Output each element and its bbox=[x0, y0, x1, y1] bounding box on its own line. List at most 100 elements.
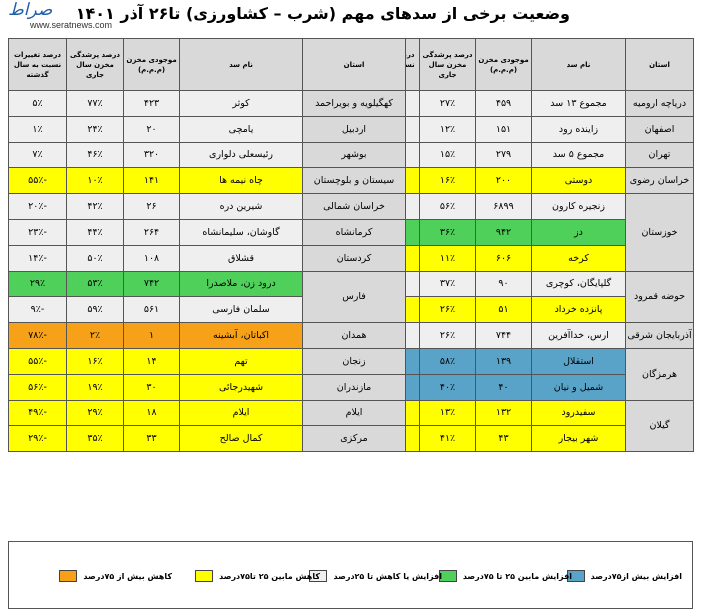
fill-percent-cell: ۱۹٪ bbox=[66, 373, 124, 401]
dam-name-cell: درود زن، ملاصدرا bbox=[179, 270, 303, 298]
dam-name-cell: ایلام bbox=[179, 399, 303, 427]
province-cell: بوشهر bbox=[302, 141, 406, 169]
col-province: استان bbox=[302, 38, 406, 91]
dam-name-cell: مجموع ۵ سد bbox=[531, 141, 626, 169]
dam-name-cell: کوثر bbox=[179, 90, 303, 117]
legend-swatch bbox=[59, 570, 78, 582]
col-fill-percent: درصد پرشدگی مخزن سال جاری bbox=[66, 38, 124, 91]
storage-cell: ۷۴۴ bbox=[475, 322, 532, 349]
dam-name-cell: شهیدرجائی bbox=[179, 373, 303, 401]
fill-percent-cell: ۱۰٪ bbox=[66, 167, 124, 195]
table-row: بوشهر رئیسعلی دلواری ۳۲۰ ۴۶٪ ۷٪ bbox=[8, 141, 406, 169]
storage-cell: ۷۴۲ bbox=[123, 270, 180, 298]
change-percent-cell: -۱۴٪ bbox=[8, 244, 67, 272]
fill-percent-cell: ۴۴٪ bbox=[66, 218, 124, 246]
storage-cell: ۲۶ bbox=[123, 193, 180, 220]
fill-percent-cell: ۵۳٪ bbox=[66, 270, 124, 298]
fill-percent-cell: ۵۹٪ bbox=[66, 296, 124, 324]
legend-item: کاهش مابین ۲۵ تا۷۵درصد bbox=[195, 570, 320, 582]
table-row: سیستان و بلوچستان چاه نیمه ها ۱۴۱ ۱۰٪ -۵۵٪ bbox=[8, 167, 406, 195]
legend-swatch bbox=[195, 570, 214, 582]
dam-name-cell: اکباتان، آبشینه bbox=[179, 322, 303, 349]
table-row: خراسان شمالی شیرین دره ۲۶ ۴۲٪ -۲۰٪ bbox=[8, 193, 406, 220]
storage-cell: ۳۰ bbox=[123, 373, 180, 401]
fill-percent-cell: ۲۷٪ bbox=[419, 90, 476, 117]
storage-cell: ۵۶۱ bbox=[123, 296, 180, 324]
legend-item: افزایش بیش از۷۵درصد bbox=[566, 570, 682, 582]
dam-name-cell: کرخه bbox=[531, 244, 626, 272]
table-row: کرمانشاه گاوشان، سلیمانشاه ۲۶۴ ۴۴٪ -۲۳٪ bbox=[8, 218, 406, 246]
province-cell: خراسان شمالی bbox=[302, 193, 406, 220]
table-row: کهگیلویه و بویراحمد کوثر ۴۲۳ ۷۷٪ ۵٪ bbox=[8, 90, 406, 117]
fill-percent-cell: ۳۵٪ bbox=[66, 425, 124, 453]
dam-name-cell: شمیل و نیان bbox=[531, 373, 626, 401]
dam-name-cell: چاه نیمه ها bbox=[179, 167, 303, 195]
province-cell: تهران bbox=[625, 141, 694, 169]
dam-name-cell: تهم bbox=[179, 347, 303, 375]
table-row: مرکزی کمال صالح ۳۳ ۳۵٪ -۲۹٪ bbox=[8, 425, 406, 453]
storage-cell: ۲۷۹ bbox=[475, 141, 532, 169]
storage-cell: ۱۳۲ bbox=[475, 399, 532, 427]
legend-swatch bbox=[309, 570, 328, 582]
change-percent-cell: ۷٪ bbox=[8, 141, 67, 169]
province-cell: اصفهان bbox=[625, 115, 694, 143]
table-row: سلمان فارسی ۵۶۱ ۵۹٪ -۹٪ bbox=[8, 296, 406, 324]
col-province: استان bbox=[625, 38, 694, 91]
province-cell: مازندران bbox=[302, 373, 406, 401]
dam-name-cell: کمال صالح bbox=[179, 425, 303, 453]
storage-cell: ۱ bbox=[123, 322, 180, 349]
province-cell: خراسان رضوی bbox=[625, 167, 694, 195]
province-cell: مرکزی bbox=[302, 425, 406, 453]
fill-percent-cell: ۵۸٪ bbox=[419, 347, 476, 375]
table-row: ایلام ایلام ۱۸ ۲۹٪ -۴۹٪ bbox=[8, 399, 406, 427]
storage-cell: ۲۰ bbox=[123, 115, 180, 143]
left-table-body: کهگیلویه و بویراحمد کوثر ۴۲۳ ۷۷٪ ۵٪ اردبیل یام… bbox=[8, 90, 406, 453]
dam-name-cell: شهر بیجار bbox=[531, 425, 626, 453]
storage-cell: ۲۶۴ bbox=[123, 218, 180, 246]
storage-cell: ۴۲۳ bbox=[123, 90, 180, 117]
storage-cell: ۳۲۰ bbox=[123, 141, 180, 169]
color-legend: افزایش بیش از۷۵درصد افزایش مابین ۲۵ تا ۷۵… bbox=[8, 541, 693, 609]
table-header-row: استان نام سد موجودی مخزن (م.م.م) درصد پر… bbox=[362, 38, 694, 91]
legend-item: کاهش بیش از ۷۵درصد bbox=[59, 570, 172, 582]
dam-name-cell: سفیدرود bbox=[531, 399, 626, 427]
province-cell: اردبیل bbox=[302, 115, 406, 143]
page-title: وضعیت برخی از سدهای مهم (شرب – کشاورزی) … bbox=[75, 4, 570, 23]
site-logo: صراط bbox=[8, 0, 53, 20]
dam-name-cell: گلپایگان، کوچری bbox=[531, 270, 626, 298]
storage-cell: ۱۴ bbox=[123, 347, 180, 375]
dam-name-cell: سلمان فارسی bbox=[179, 296, 303, 324]
province-cell: دریاچه ارومیه bbox=[625, 90, 694, 117]
province-cell: هرمزگان bbox=[625, 347, 694, 401]
dam-name-cell: پانزده خرداد bbox=[531, 296, 626, 324]
dam-name-cell: ارس، خداآفرین bbox=[531, 322, 626, 349]
table-header-row: استان نام سد موجودی مخزن (م.م.م) درصد پر… bbox=[8, 38, 406, 91]
fill-percent-cell: ۷۷٪ bbox=[66, 90, 124, 117]
dam-name-cell: زنجیره کارون bbox=[531, 193, 626, 220]
table-row: کردستان قشلاق ۱۰۸ ۵۰٪ -۱۴٪ bbox=[8, 244, 406, 272]
table-row: همدان اکباتان، آبشینه ۱ ۲٪ -۷۸٪ bbox=[8, 322, 406, 349]
province-cell: سیستان و بلوچستان bbox=[302, 167, 406, 195]
change-percent-cell: -۵۶٪ bbox=[8, 373, 67, 401]
fill-percent-cell: ۲۴٪ bbox=[66, 115, 124, 143]
province-cell: کرمانشاه bbox=[302, 218, 406, 246]
legend-swatch bbox=[566, 570, 585, 582]
province-cell: کردستان bbox=[302, 244, 406, 272]
legend-swatch bbox=[438, 570, 457, 582]
province-cell: آذربایجان شرقی bbox=[625, 322, 694, 349]
fill-percent-cell: ۴۲٪ bbox=[66, 193, 124, 220]
legend-label: افزایش یا کاهش تا ۲۵درصد bbox=[333, 571, 442, 581]
dam-name-cell: قشلاق bbox=[179, 244, 303, 272]
change-percent-cell: -۲۹٪ bbox=[8, 425, 67, 453]
col-storage: موجودی مخزن (م.م.م) bbox=[475, 38, 532, 91]
storage-cell: ۱۸ bbox=[123, 399, 180, 427]
table-row: اردبیل یامچی ۲۰ ۲۴٪ ۱٪ bbox=[8, 115, 406, 143]
province-cell: گیلان bbox=[625, 399, 694, 453]
storage-cell: ۱۳۹ bbox=[475, 347, 532, 375]
